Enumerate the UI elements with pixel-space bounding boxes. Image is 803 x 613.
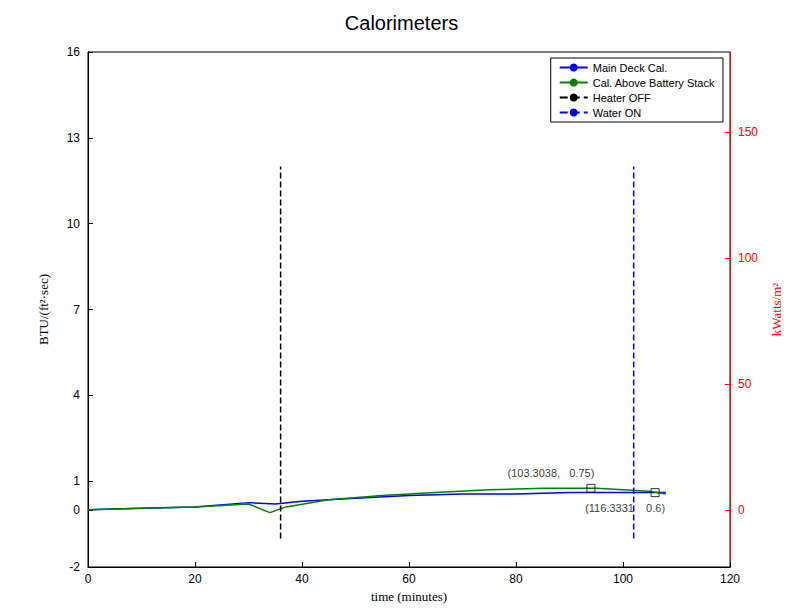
svg-text:0: 0 (738, 503, 745, 517)
svg-text:kWatts/m²: kWatts/m² (769, 283, 784, 337)
svg-text:Water ON: Water ON (593, 107, 642, 119)
svg-text:0: 0 (73, 503, 80, 517)
svg-text:Main Deck Cal.: Main Deck Cal. (593, 62, 668, 74)
svg-text:13: 13 (67, 131, 81, 145)
svg-text:7: 7 (73, 303, 80, 317)
svg-text:0: 0 (85, 572, 92, 586)
svg-text:(116.3331 0.6): (116.3331 0.6) (585, 502, 665, 514)
svg-text:Calorimeters: Calorimeters (345, 12, 458, 34)
svg-text:4: 4 (73, 388, 80, 402)
svg-text:1: 1 (73, 474, 80, 488)
svg-text:16: 16 (67, 45, 81, 59)
svg-text:50: 50 (738, 377, 752, 391)
svg-text:80: 80 (509, 572, 523, 586)
svg-text:time (minutes): time (minutes) (371, 589, 447, 604)
svg-text:Cal. Above Battery Stack: Cal. Above Battery Stack (593, 77, 715, 89)
svg-text:10: 10 (67, 217, 81, 231)
svg-text:(103.3038, 0.75): (103.3038, 0.75) (507, 467, 594, 479)
svg-text:120: 120 (720, 572, 740, 586)
svg-text:150: 150 (738, 125, 758, 139)
svg-text:100: 100 (613, 572, 633, 586)
svg-text:-2: -2 (69, 560, 80, 574)
svg-text:Heater OFF: Heater OFF (593, 92, 651, 104)
svg-text:20: 20 (188, 572, 202, 586)
svg-text:BTU/(ft²·sec): BTU/(ft²·sec) (36, 274, 51, 345)
svg-text:100: 100 (738, 251, 758, 265)
svg-text:60: 60 (402, 572, 416, 586)
svg-text:40: 40 (295, 572, 309, 586)
